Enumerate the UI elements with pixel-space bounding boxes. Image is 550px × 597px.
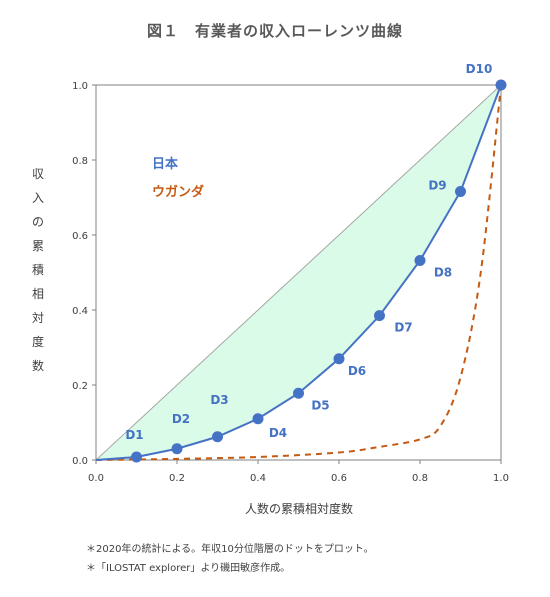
footnote-2: ＊「ILOSTAT explorer」より磯田敏彦作成。 xyxy=(86,563,291,574)
data-point-d10 xyxy=(495,79,507,91)
data-label-d2: D2 xyxy=(172,412,190,426)
y-tick-label: 0.8 xyxy=(72,156,88,167)
data-label-d9: D9 xyxy=(428,179,446,193)
x-tick-label: 0.4 xyxy=(250,473,266,484)
data-point-d3 xyxy=(212,431,223,443)
y-tick-label: 0.2 xyxy=(72,381,88,392)
footnotes: ＊2020年の統計による。年収10分位階層のドットをプロット。 ＊「ILOSTA… xyxy=(86,540,374,578)
x-tick-label: 0.6 xyxy=(331,473,347,484)
data-point-d5 xyxy=(293,387,304,399)
data-label-d7: D7 xyxy=(394,321,412,335)
x-tick-label: 0.2 xyxy=(169,473,185,484)
data-point-d4 xyxy=(252,413,264,425)
data-point-d9 xyxy=(455,186,466,197)
y-tick-label: 1.0 xyxy=(72,81,88,92)
x-tick-label: 0.8 xyxy=(412,473,428,484)
data-label-d10: D10 xyxy=(466,62,493,76)
legend-japan: 日本 xyxy=(152,156,178,172)
data-point-d2 xyxy=(171,443,183,455)
data-label-d6: D6 xyxy=(348,364,366,378)
data-label-d5: D5 xyxy=(311,398,329,412)
y-tick-label: 0.6 xyxy=(72,231,88,242)
data-label-d3: D3 xyxy=(210,393,228,407)
legend-uganda: ウガンダ xyxy=(152,184,204,200)
uganda-series-line xyxy=(95,84,502,461)
equality-line xyxy=(95,84,502,461)
data-label-d1: D1 xyxy=(125,428,143,442)
y-tick-label: 0.4 xyxy=(72,306,88,317)
x-axis-label: 人数の累積相対度数 xyxy=(244,502,353,516)
data-point-d6 xyxy=(333,353,345,365)
chart-title: 図１ 有業者の収入ローレンツ曲線 xyxy=(146,22,403,40)
x-tick-label: 0.0 xyxy=(88,473,104,484)
data-point-d8 xyxy=(414,255,426,266)
y-axis-label: 収入の累積相対度数 xyxy=(31,167,44,373)
data-point-d7 xyxy=(374,310,385,322)
plot-frame xyxy=(95,84,502,461)
y-tick-label: 0.0 xyxy=(72,456,88,467)
footnote-1: ＊2020年の統計による。年収10分位階層のドットをプロット。 xyxy=(86,544,374,555)
data-point-d1 xyxy=(131,451,142,463)
data-label-d4: D4 xyxy=(269,426,287,440)
data-label-d8: D8 xyxy=(434,266,452,280)
x-tick-label: 1.0 xyxy=(493,473,509,484)
